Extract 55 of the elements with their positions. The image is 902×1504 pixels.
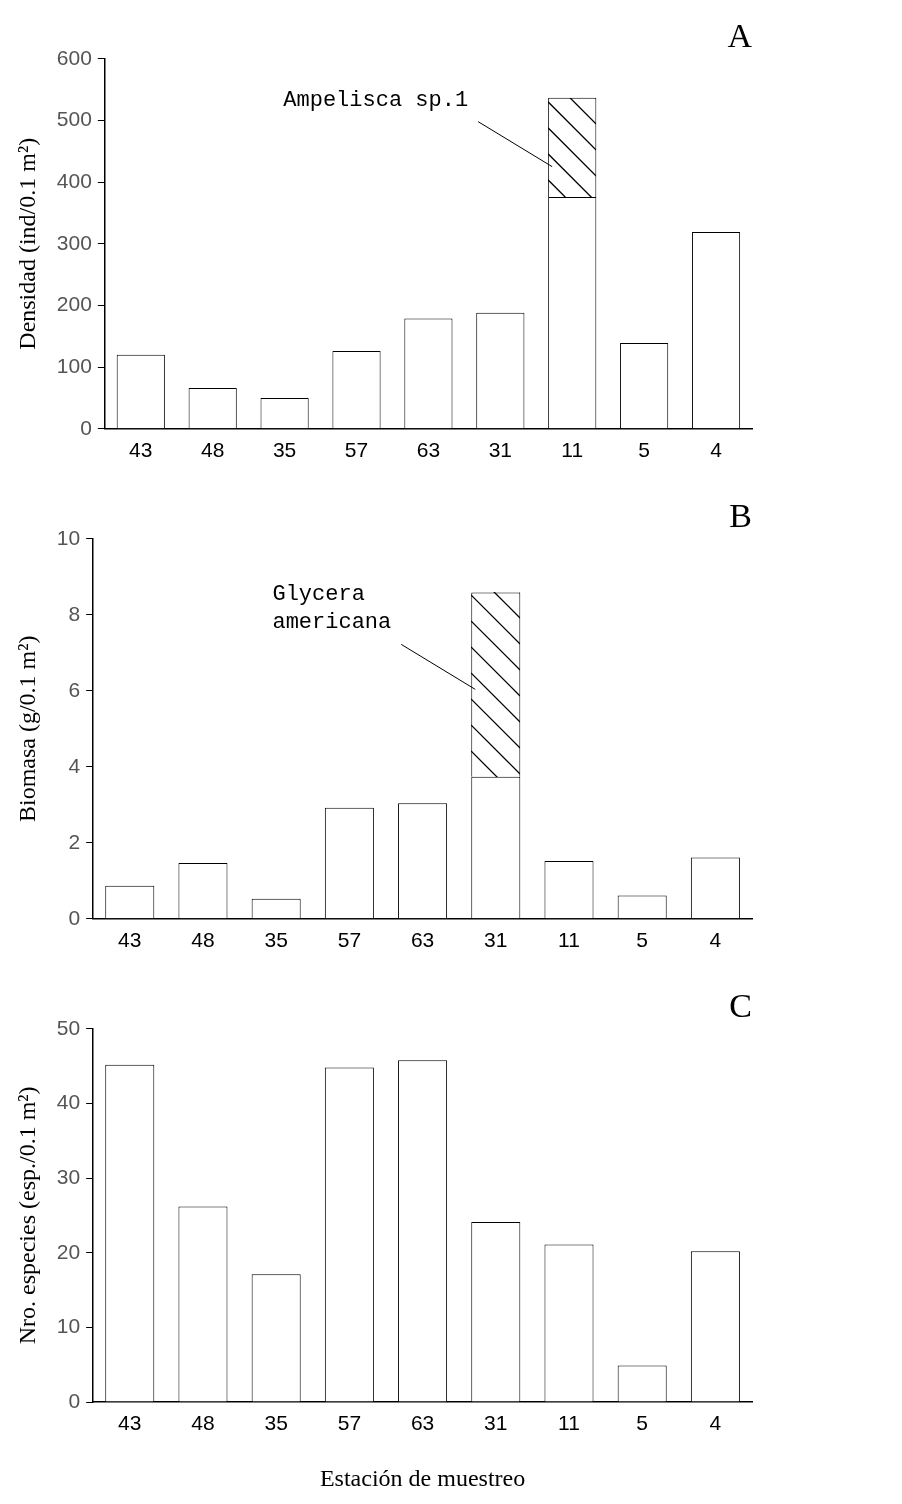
x-tick-label: 57 bbox=[337, 1411, 362, 1435]
y-tick-label: 200 bbox=[56, 292, 92, 316]
x-tick-label: 63 bbox=[416, 438, 441, 462]
x-tick-label: 57 bbox=[344, 438, 369, 462]
y-tick-label: 600 bbox=[56, 45, 92, 69]
x-tick-label: 11 bbox=[558, 1411, 580, 1435]
y-tick-label: 40 bbox=[56, 1090, 81, 1114]
y-tick-label: 100 bbox=[56, 353, 92, 377]
x-tick-label: 35 bbox=[264, 928, 288, 952]
x-tick-label: 5 bbox=[636, 1411, 649, 1435]
y-tick-label: 4 bbox=[68, 753, 81, 777]
y-tick-label: 8 bbox=[68, 601, 81, 625]
x-tick-label: 35 bbox=[272, 438, 297, 462]
x-tick-label: 4 bbox=[710, 438, 723, 462]
x-tick-label: 31 bbox=[484, 928, 508, 952]
x-tick-label: 43 bbox=[118, 1411, 142, 1435]
chart-title: B bbox=[729, 497, 752, 535]
x-tick-label: 63 bbox=[410, 928, 435, 952]
y-axis-title: Biomasa (g/0.1 m²) bbox=[13, 635, 40, 823]
y-axis-title: Densidad (ind/0.1 m²) bbox=[13, 137, 40, 350]
text: Glycera americana bbox=[272, 582, 392, 636]
y-tick-label: 10 bbox=[56, 1314, 81, 1338]
y-tick-label: 20 bbox=[56, 1239, 81, 1263]
x-axis-title: Estación de muestreo bbox=[319, 1464, 526, 1491]
x-tick-label: 35 bbox=[264, 1411, 288, 1435]
y-tick-label: 0 bbox=[80, 415, 92, 439]
y-tick-label: 2 bbox=[68, 829, 81, 853]
x-tick-label: 5 bbox=[636, 928, 649, 952]
y-tick-label: 10 bbox=[56, 525, 81, 549]
x-tick-label: 43 bbox=[129, 438, 153, 462]
y-tick-label: 50 bbox=[56, 1015, 81, 1039]
y-tick-label: 0 bbox=[68, 905, 81, 929]
y-tick-label: 6 bbox=[68, 677, 81, 701]
y-tick-label: 30 bbox=[56, 1164, 81, 1188]
x-tick-label: 31 bbox=[484, 1411, 508, 1435]
y-tick-label: 500 bbox=[56, 107, 92, 131]
x-tick-label: 11 bbox=[561, 438, 584, 462]
x-tick-label: 4 bbox=[709, 928, 722, 952]
y-tick-label: 0 bbox=[68, 1388, 81, 1412]
x-tick-label: 4 bbox=[709, 1411, 722, 1435]
text: Ampelisca sp.1 bbox=[283, 87, 469, 113]
x-tick-label: 57 bbox=[337, 928, 362, 952]
chart-title: C bbox=[729, 987, 752, 1025]
x-tick-label: 48 bbox=[191, 928, 215, 952]
x-tick-label: 31 bbox=[488, 438, 513, 462]
x-tick-label: 63 bbox=[410, 1411, 435, 1435]
y-tick-label: 300 bbox=[56, 230, 92, 254]
x-tick-label: 48 bbox=[201, 438, 225, 462]
chart-title: A bbox=[727, 17, 753, 55]
x-tick-label: 5 bbox=[638, 438, 650, 462]
x-tick-label: 48 bbox=[191, 1411, 215, 1435]
y-axis-title: Nro. especies (esp./0.1 m²) bbox=[13, 1086, 40, 1345]
x-tick-label: 11 bbox=[558, 928, 580, 952]
x-tick-label: 43 bbox=[118, 928, 142, 952]
y-tick-label: 400 bbox=[56, 168, 92, 192]
